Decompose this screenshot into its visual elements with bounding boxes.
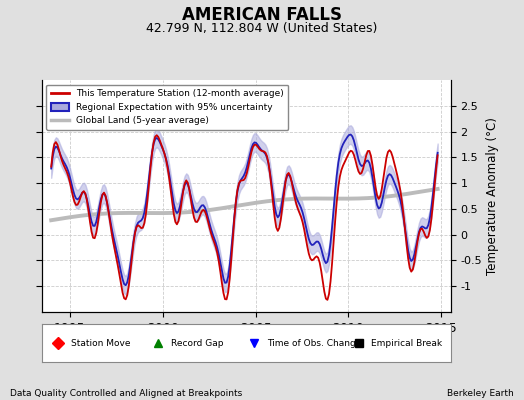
Text: Station Move: Station Move xyxy=(71,338,130,348)
Text: Empirical Break: Empirical Break xyxy=(371,338,442,348)
Text: Time of Obs. Change: Time of Obs. Change xyxy=(267,338,361,348)
Text: Data Quality Controlled and Aligned at Breakpoints: Data Quality Controlled and Aligned at B… xyxy=(10,389,243,398)
Text: 42.799 N, 112.804 W (United States): 42.799 N, 112.804 W (United States) xyxy=(146,22,378,35)
Text: AMERICAN FALLS: AMERICAN FALLS xyxy=(182,6,342,24)
Legend: This Temperature Station (12-month average), Regional Expectation with 95% uncer: This Temperature Station (12-month avera… xyxy=(47,84,289,130)
Y-axis label: Temperature Anomaly (°C): Temperature Anomaly (°C) xyxy=(486,117,499,275)
Text: Berkeley Earth: Berkeley Earth xyxy=(447,389,514,398)
Text: Record Gap: Record Gap xyxy=(171,338,223,348)
